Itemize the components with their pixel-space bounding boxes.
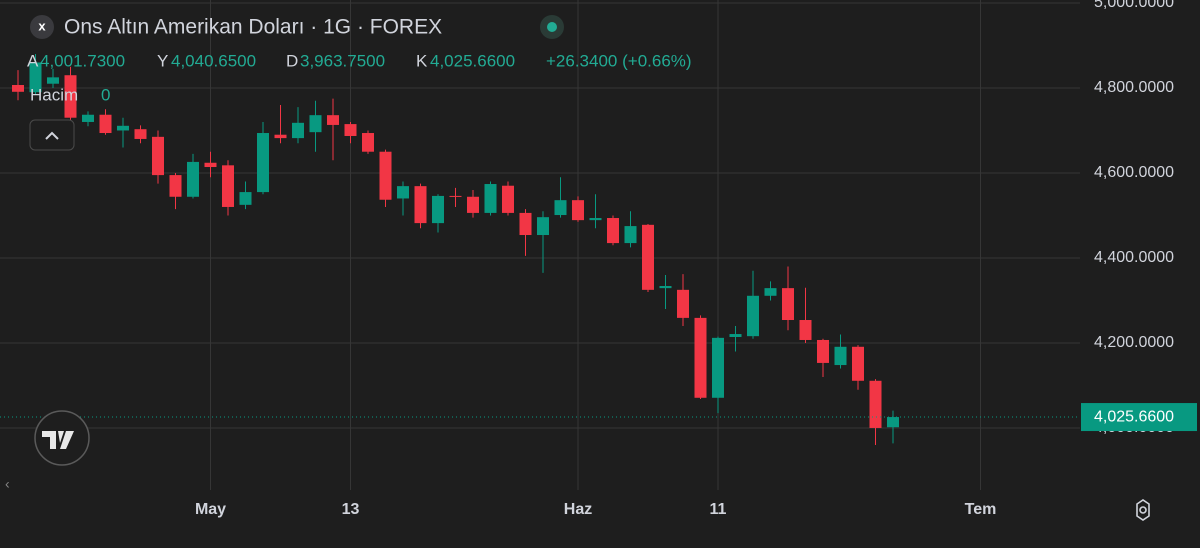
candle-body xyxy=(834,346,847,366)
x-tick-label: Haz xyxy=(564,501,592,518)
x-tick-label: Tem xyxy=(965,501,997,518)
candle-body xyxy=(362,133,374,152)
candle-body xyxy=(379,151,392,200)
readout-value: 3,963.7500 xyxy=(300,51,385,70)
y-tick-label: 4,600.0000 xyxy=(1094,164,1174,181)
candle-body xyxy=(817,339,829,363)
candle-body xyxy=(729,334,742,338)
candle-body xyxy=(257,133,269,193)
candle-body xyxy=(222,165,234,207)
last-price-label: 4,025.6600 xyxy=(1094,408,1174,425)
candle-body xyxy=(519,212,532,236)
candle-body xyxy=(589,218,602,221)
candle-body xyxy=(64,75,77,118)
close-icon-glyph: x xyxy=(38,18,46,33)
readout-value: 4,040.6500 xyxy=(171,51,256,70)
x-tick-label: May xyxy=(195,501,226,518)
candle-body xyxy=(484,184,497,213)
scroll-left[interactable]: ‹ xyxy=(5,476,10,492)
collapse-button[interactable] xyxy=(29,119,75,151)
price-axis: 4,000.00004,200.00004,400.00004,600.0000… xyxy=(0,0,1197,518)
candle-body xyxy=(659,286,672,289)
candle-body xyxy=(239,192,252,205)
readout-value: 4,001.7300 xyxy=(40,51,125,70)
candle-body xyxy=(537,217,549,236)
candle-body xyxy=(309,115,322,133)
candle-body xyxy=(467,196,479,213)
candle-body xyxy=(204,162,217,168)
candle-body xyxy=(82,114,94,122)
candle-body xyxy=(432,195,444,224)
candle-body xyxy=(502,185,514,213)
candle-body xyxy=(554,200,567,216)
last-price-tag xyxy=(1081,403,1197,432)
candle-body xyxy=(344,124,357,136)
settings-icon[interactable] xyxy=(1136,499,1150,521)
volume-value: 0 xyxy=(101,85,110,104)
candle-body xyxy=(764,288,777,296)
chart-title: Ons Altın Amerikan Doları · 1G · FOREX xyxy=(64,16,442,39)
candle-body xyxy=(152,136,164,176)
y-tick-label: 4,800.0000 xyxy=(1094,79,1174,96)
logo-ring xyxy=(34,410,90,466)
candle-body xyxy=(99,114,112,134)
candle-body xyxy=(887,417,899,428)
volume-label: Hacim xyxy=(30,85,78,104)
candle-body xyxy=(169,175,182,197)
candle-body xyxy=(12,84,24,92)
grid xyxy=(0,0,1080,490)
candle-body xyxy=(187,161,199,197)
readout-value: 4,025.6600 xyxy=(430,51,515,70)
x-tick-label: 13 xyxy=(342,501,360,518)
legend: x Ons Altın Amerikan Doları · 1G · FOREX… xyxy=(27,15,692,151)
y-tick-label: 4,200.0000 xyxy=(1094,334,1174,351)
candle-body xyxy=(607,218,619,244)
candle-body xyxy=(712,337,724,398)
candle-body xyxy=(624,226,637,244)
candle-body xyxy=(869,380,882,428)
y-tick-label: 4,400.0000 xyxy=(1094,249,1174,266)
candle-body xyxy=(677,289,689,318)
readout-change: +26.3400 (+0.66%) xyxy=(546,51,692,70)
x-tick-label: 11 xyxy=(710,501,727,518)
candle-body xyxy=(292,122,304,139)
logo xyxy=(34,410,90,466)
readout-key: A xyxy=(27,51,39,70)
settings-hex xyxy=(1136,499,1150,521)
candle-body xyxy=(747,295,759,337)
readout-key: D xyxy=(286,51,298,70)
candle-body xyxy=(852,346,864,381)
candle-body xyxy=(134,129,147,139)
candle-body xyxy=(414,186,427,224)
settings-dot xyxy=(1139,506,1147,514)
candle-body xyxy=(642,224,654,290)
close-icon[interactable] xyxy=(30,15,54,39)
candle-body xyxy=(782,288,794,321)
logo-mark xyxy=(42,431,74,449)
candles xyxy=(12,53,899,445)
candle-body xyxy=(47,77,59,84)
candle-body xyxy=(397,186,409,199)
candle-body xyxy=(449,195,462,197)
candle-body xyxy=(327,115,339,125)
y-tick-label: 5,000.0000 xyxy=(1094,0,1174,11)
status-dot xyxy=(547,22,557,32)
candle-body xyxy=(274,134,287,139)
candle-body xyxy=(117,125,129,131)
candle-body xyxy=(694,317,707,398)
readout-key: K xyxy=(416,51,428,70)
candle-body xyxy=(572,200,584,221)
candle-body xyxy=(799,320,812,340)
readout-key: Y xyxy=(157,51,168,70)
collapse-icon xyxy=(45,131,59,140)
candle-body xyxy=(29,62,42,93)
